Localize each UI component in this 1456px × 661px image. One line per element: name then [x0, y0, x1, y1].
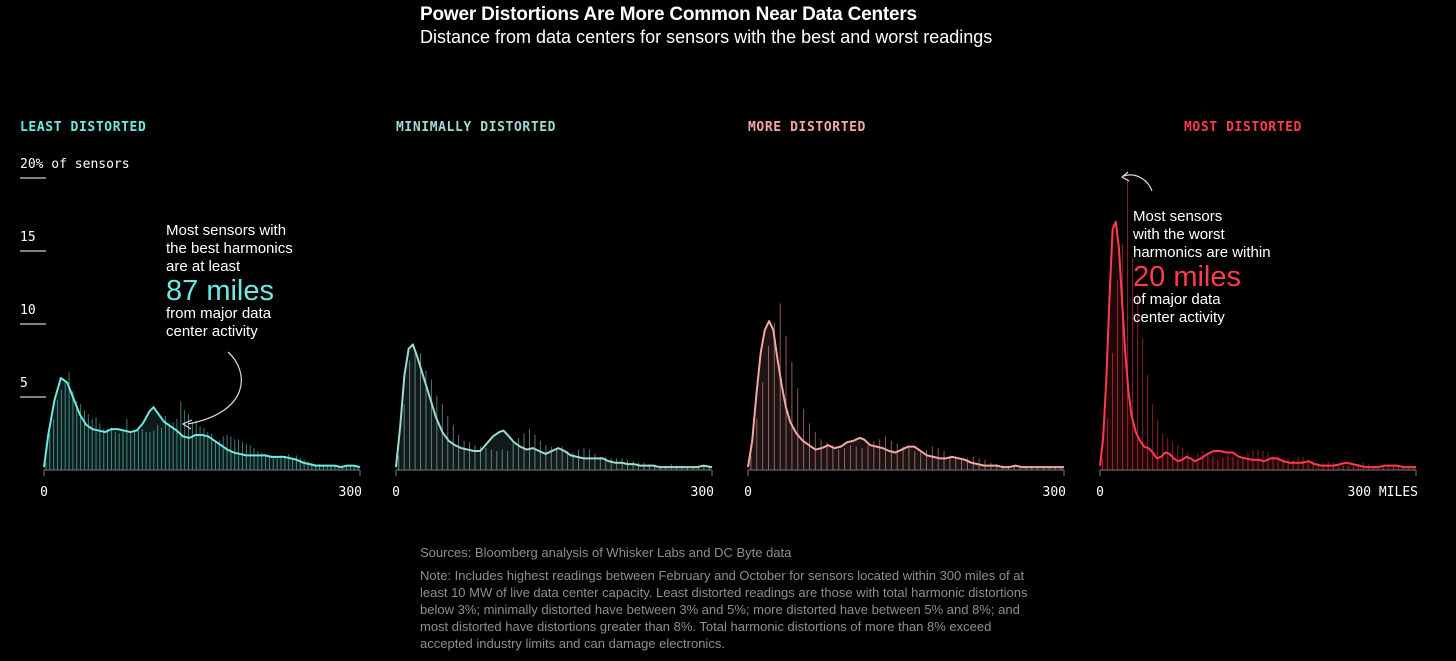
annotation-right-line-3: harmonics are within — [1133, 244, 1271, 261]
panel-more-distorted: MORE DISTORTED 0 300 — [744, 120, 1066, 500]
annotation-right-line-4: of major data — [1133, 291, 1221, 308]
annotation-right-line-5: center activity — [1133, 309, 1225, 326]
x-tick-label: 0 — [1096, 485, 1104, 500]
annotation-left-line-2: the best harmonics — [166, 240, 293, 257]
density-line — [747, 320, 1064, 469]
sources-text: Sources: Bloomberg analysis of Whisker L… — [420, 545, 792, 560]
panel-least-distorted: LEAST DISTORTED 0 300 — [20, 120, 362, 500]
annotation-left-line-1: Most sensors with — [166, 222, 286, 239]
panel-most-distorted: MOST DISTORTED 0 300 MILES — [1096, 120, 1418, 500]
annotation-left-highlight: 87 miles — [166, 275, 274, 307]
x-tick-label: 300 MILES — [1348, 485, 1418, 500]
panel-title: LEAST DISTORTED — [20, 120, 146, 135]
annotation-right-arrow — [1123, 174, 1153, 192]
density-area — [1100, 221, 1416, 470]
x-tick-label: 300 — [339, 485, 362, 500]
panel-minimally-distorted: MINIMALLY DISTORTED 0 300 — [392, 120, 714, 500]
annotation-left-arrow — [187, 351, 242, 425]
annotation-left-line-4: from major data — [166, 305, 272, 322]
x-tick-label: 300 — [1043, 485, 1066, 500]
annotation-least-distorted: Most sensors with the best harmonics are… — [166, 222, 293, 430]
annotation-right-arrowhead — [1120, 171, 1130, 182]
annotation-right-line-1: Most sensors — [1133, 208, 1222, 225]
density-line — [1099, 220, 1416, 469]
y-tick-label: 15 — [20, 230, 36, 245]
density-area — [44, 378, 360, 470]
annotation-right-line-2: with the worst — [1132, 226, 1226, 243]
panel-title: MINIMALLY DISTORTED — [396, 120, 556, 135]
annotation-most-distorted: Most sensors with the worst harmonics ar… — [1120, 171, 1271, 326]
note-text: Note: Includes highest readings between … — [420, 568, 1028, 651]
panel-title: MOST DISTORTED — [1184, 120, 1302, 135]
panels: LEAST DISTORTED 0 300 MINIMALLY DISTORTED 0 3… — [20, 120, 1418, 500]
y-tick-label: 5 — [20, 376, 28, 391]
annotation-left-line-5: center activity — [166, 323, 258, 340]
density-line — [395, 343, 713, 469]
x-tick-label: 0 — [744, 485, 752, 500]
panel-title: MORE DISTORTED — [748, 120, 866, 135]
x-tick-label: 0 — [40, 485, 48, 500]
annotation-left-line-3: are at least — [166, 258, 241, 275]
density-area — [748, 321, 1064, 470]
annotation-right-highlight: 20 miles — [1133, 261, 1241, 293]
chart-title: Power Distortions Are More Common Near D… — [420, 4, 917, 25]
chart-subtitle: Distance from data centers for sensors w… — [420, 27, 993, 47]
y-tick-label: 10 — [20, 303, 36, 318]
density-area — [396, 344, 712, 470]
x-tick-label: 300 — [691, 485, 714, 500]
y-tick-label: 20% of sensors — [20, 157, 130, 172]
x-tick-label: 0 — [392, 485, 400, 500]
y-axis: 20% of sensors 15 10 5 — [20, 157, 130, 398]
annotation-left-arrowhead — [181, 419, 193, 430]
density-line — [43, 377, 361, 469]
